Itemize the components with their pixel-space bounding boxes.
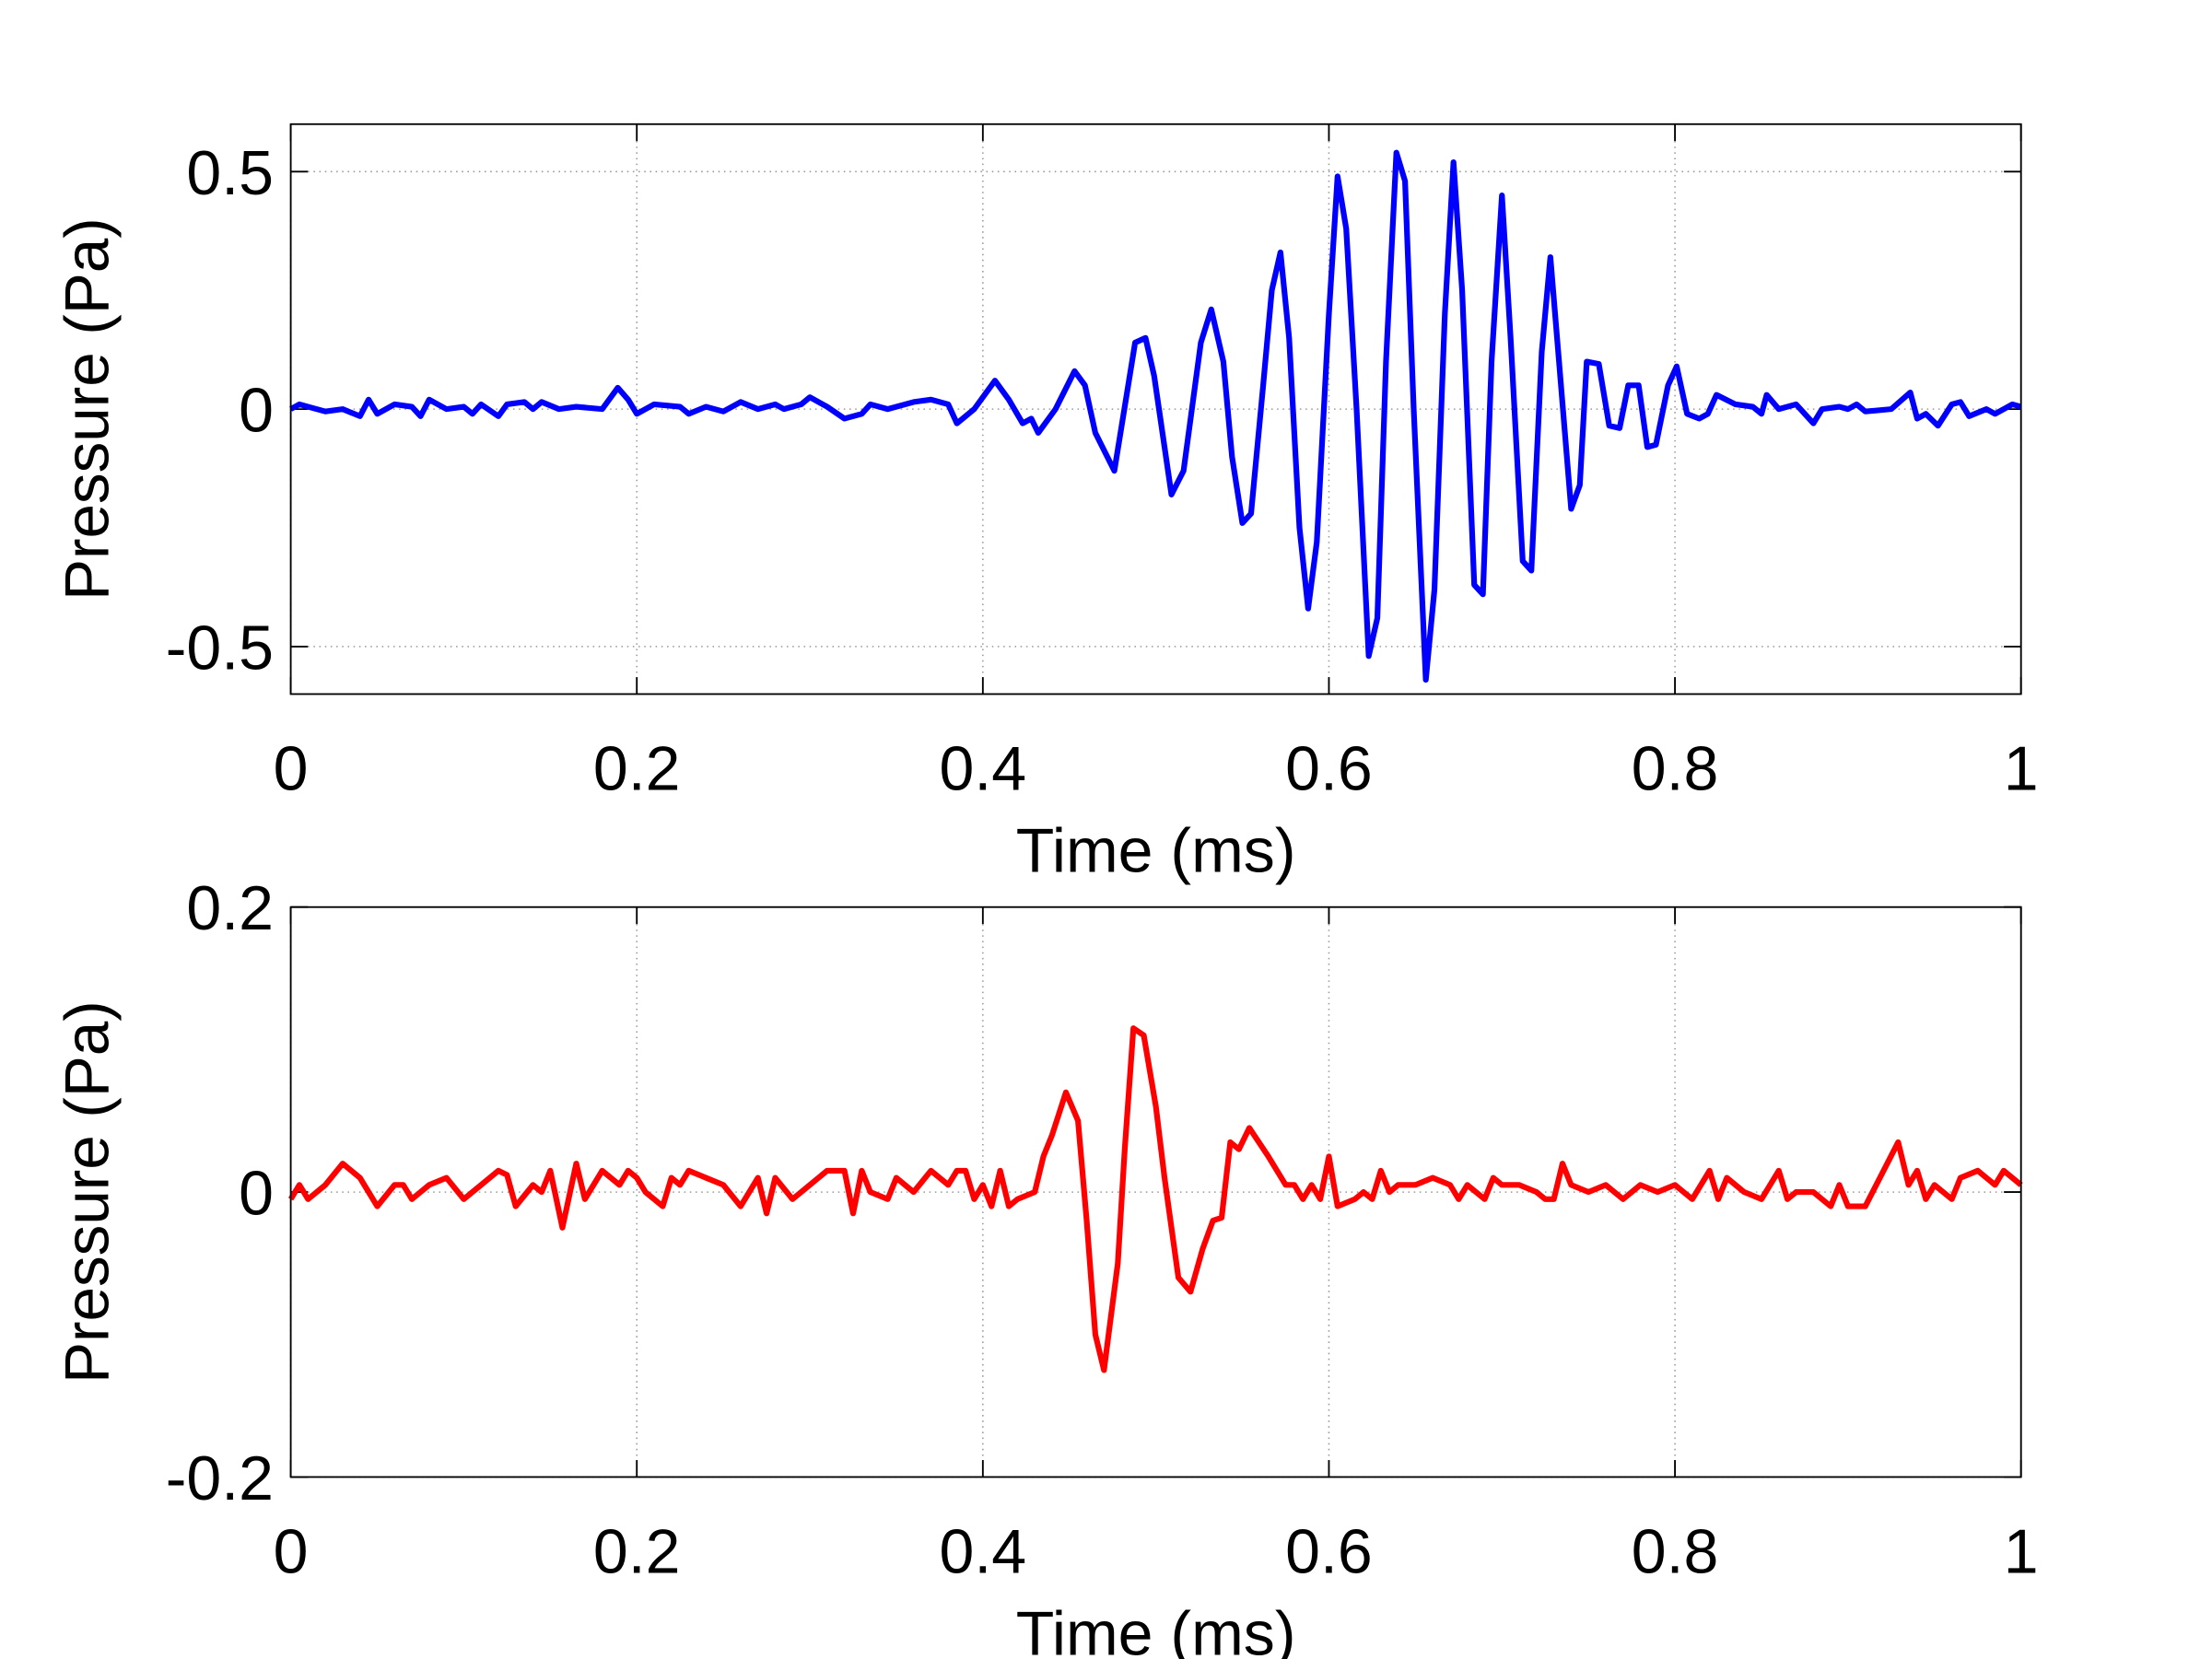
y-tick-label: 0 [239, 1160, 274, 1229]
y-axis-label: Pressure (Pa) [53, 1000, 122, 1384]
y-tick-label: 0.5 [186, 139, 274, 208]
plot-area [290, 906, 2021, 1478]
x-tick-label: 1 [2004, 1518, 2039, 1587]
y-tick-label: 0.2 [186, 875, 274, 944]
x-tick-label: 0.8 [1632, 735, 1719, 804]
x-axis-label: Time (ms) [1016, 1600, 1296, 1659]
x-tick-label: 1 [2004, 735, 2039, 804]
axes-frame [289, 123, 2022, 695]
x-tick-label: 0.4 [940, 1518, 1027, 1587]
x-tick-label: 0.2 [593, 735, 681, 804]
line-series [287, 1025, 2023, 1373]
y-tick-label: 0 [239, 377, 274, 446]
x-tick-label: 0.2 [593, 1518, 681, 1587]
x-axis-label: Time (ms) [1016, 817, 1296, 886]
y-tick-label: -0.5 [166, 614, 274, 683]
x-tick-label: 0.6 [1285, 1518, 1373, 1587]
x-tick-label: 0.4 [940, 735, 1027, 804]
y-tick-label: -0.2 [166, 1444, 274, 1513]
axes-frame [289, 905, 2022, 1478]
x-tick-label: 0.6 [1285, 735, 1373, 804]
y-axis-label: Pressure (Pa) [53, 217, 122, 601]
line-series [289, 149, 2022, 683]
x-tick-label: 0.8 [1632, 1518, 1719, 1587]
x-tick-label: 0 [274, 735, 309, 804]
x-tick-label: 0 [274, 1518, 309, 1587]
